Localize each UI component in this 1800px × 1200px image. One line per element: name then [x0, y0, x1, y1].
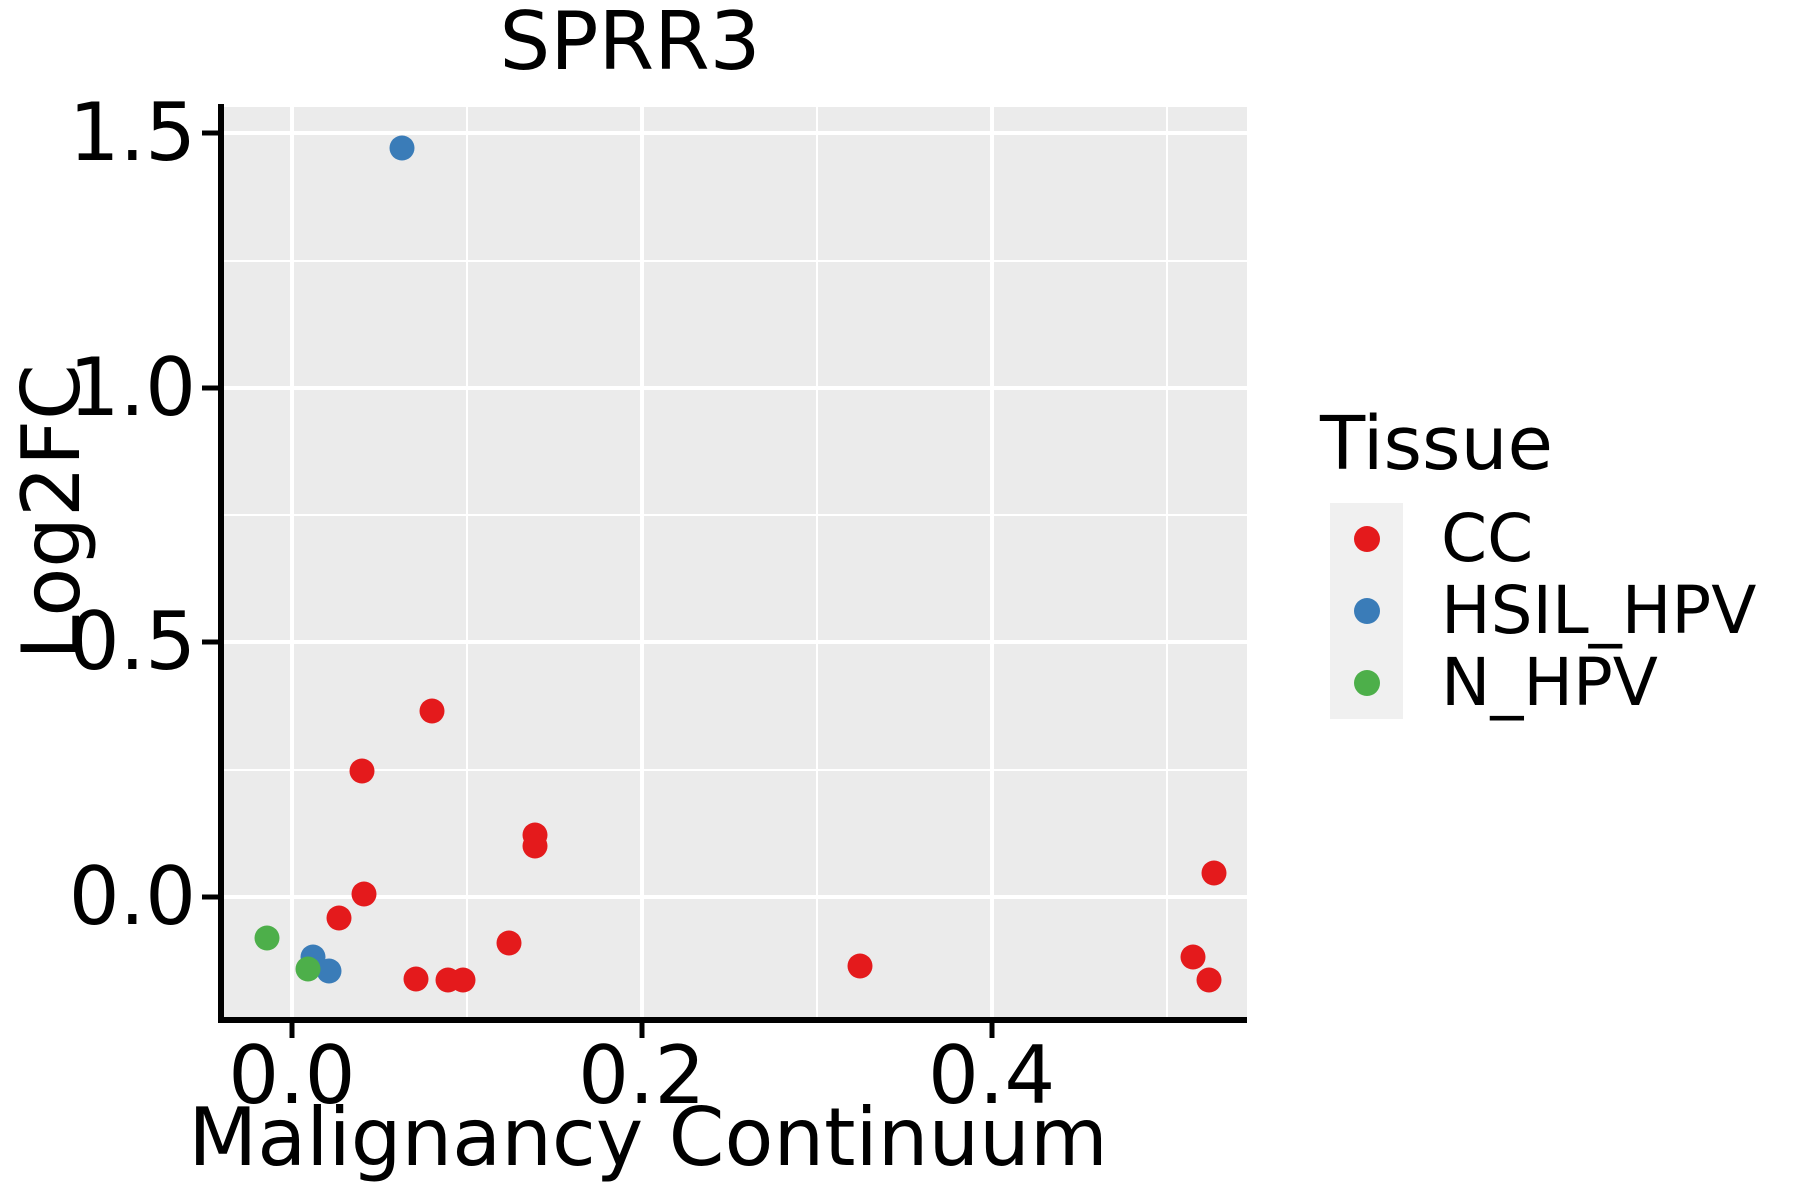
- x-major-gridline: [989, 107, 994, 1020]
- x-tick-label: 0.2: [578, 1029, 706, 1122]
- data-point-hsil_hpv: [389, 135, 415, 161]
- y-major-gridline: [223, 640, 1247, 645]
- y-tick-label: 0.0: [68, 849, 196, 943]
- data-point-cc: [349, 758, 375, 784]
- data-point-cc: [1201, 860, 1227, 886]
- y-axis-line: [218, 104, 224, 1023]
- y-major-gridline: [223, 131, 1247, 136]
- y-tick-mark: [202, 130, 218, 136]
- legend-label: N_HPV: [1441, 644, 1658, 722]
- x-minor-gridline: [815, 107, 818, 1020]
- y-major-gridline: [223, 385, 1247, 390]
- data-point-n_hpv: [254, 925, 280, 951]
- y-tick-label: 0.5: [68, 595, 196, 689]
- y-tick-mark: [202, 639, 218, 645]
- legend-entry: N_HPV: [1320, 644, 1756, 722]
- data-point-n_hpv: [295, 956, 321, 982]
- data-point-cc: [496, 930, 522, 956]
- data-point-cc: [522, 833, 548, 859]
- x-major-gridline: [639, 107, 644, 1020]
- legend-key-dot: [1353, 598, 1380, 625]
- data-point-cc: [1180, 944, 1206, 970]
- y-minor-gridline: [223, 259, 1247, 262]
- data-point-cc: [847, 953, 873, 979]
- y-minor-gridline: [223, 514, 1247, 517]
- x-axis-label: Malignancy Continuum: [188, 1091, 1108, 1184]
- y-tick-label: 1.5: [68, 86, 196, 180]
- x-tick-label: 0.0: [228, 1029, 356, 1122]
- y-minor-gridline: [223, 768, 1247, 771]
- y-tick-mark: [202, 894, 218, 900]
- y-tick-mark: [202, 385, 218, 391]
- x-minor-gridline: [1165, 107, 1168, 1020]
- data-point-cc: [1196, 967, 1222, 993]
- data-point-cc: [326, 905, 352, 931]
- chart-title: SPRR3: [499, 0, 761, 88]
- data-point-cc: [351, 881, 377, 907]
- x-tick-mark: [639, 1023, 645, 1038]
- y-tick-label: 1.0: [68, 340, 196, 434]
- legend-key-dot: [1353, 526, 1380, 553]
- plot-panel: [223, 107, 1247, 1020]
- legend-label: CC: [1441, 500, 1534, 578]
- data-point-cc: [419, 698, 445, 724]
- x-minor-gridline: [465, 107, 468, 1020]
- legend-key: [1330, 575, 1403, 648]
- legend-entry: HSIL_HPV: [1320, 572, 1757, 650]
- x-tick-mark: [989, 1023, 995, 1038]
- x-tick-label: 0.4: [927, 1029, 1056, 1122]
- legend-key: [1330, 503, 1403, 576]
- legend-entry: CC: [1320, 500, 1756, 578]
- legend-key: [1330, 647, 1403, 720]
- data-point-hsil_hpv: [316, 958, 342, 984]
- x-major-gridline: [289, 107, 294, 1020]
- x-tick-mark: [289, 1023, 295, 1038]
- y-major-gridline: [223, 894, 1247, 899]
- legend-key-dot: [1353, 670, 1380, 697]
- x-axis-line: [218, 1017, 1247, 1023]
- data-point-cc: [403, 966, 429, 992]
- legend-title: Tissue: [1320, 401, 1554, 487]
- data-point-cc: [450, 967, 476, 993]
- legend-label: HSIL_HPV: [1441, 572, 1757, 650]
- legend: Tissue CC HSIL_HPV N_HPV: [1320, 401, 1757, 722]
- legend-entries: CC HSIL_HPV N_HPV: [1320, 500, 1757, 722]
